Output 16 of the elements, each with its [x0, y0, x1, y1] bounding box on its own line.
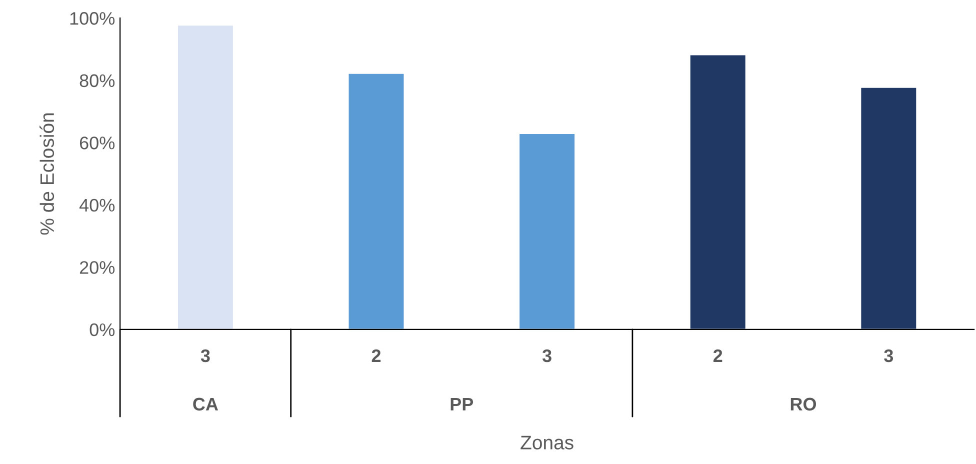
y-tick-label: 20%: [80, 261, 115, 274]
x-tick-label: 2: [713, 349, 722, 362]
y-axis-title: % de Eclosión: [40, 113, 54, 235]
text: PP: [450, 398, 474, 410]
x-tick-label: 3: [200, 349, 210, 362]
y-tick-label: 40%: [79, 198, 115, 212]
x-tick-label: 3: [542, 349, 552, 362]
x-tick-label: 2: [372, 349, 381, 362]
text: RO: [790, 398, 816, 411]
y-tick-label: 80%: [80, 74, 115, 88]
x-tick-label: 3: [884, 349, 894, 362]
y-tick-label: 0%: [90, 323, 115, 336]
x-axis-title: Zonas: [520, 436, 574, 450]
y-tick-label: 60%: [80, 136, 115, 150]
y-tick-label: 100%: [70, 12, 115, 25]
text: CA: [193, 398, 218, 411]
